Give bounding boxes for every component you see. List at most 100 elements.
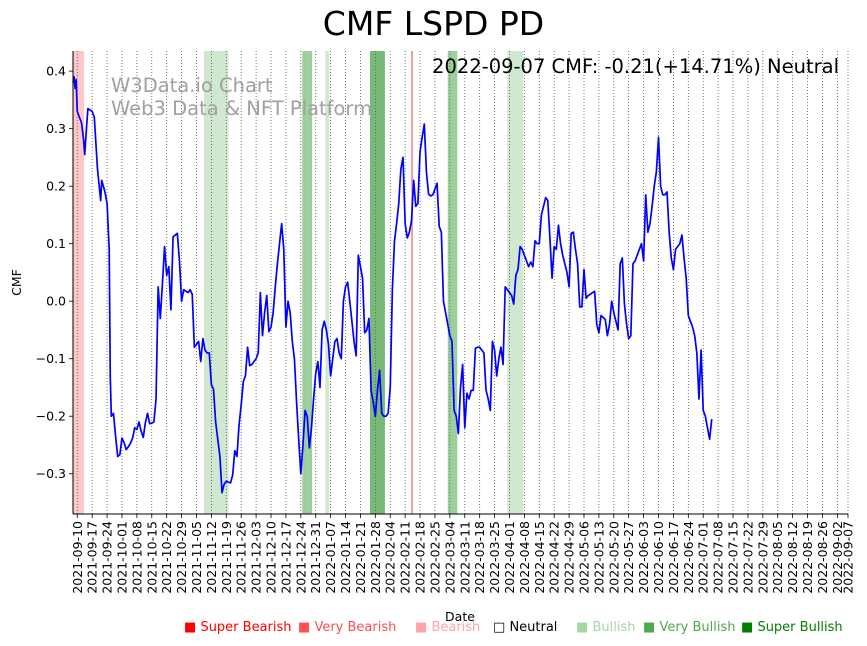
xtick-label-2022-01-28: 2022-01-28 bbox=[368, 521, 383, 594]
ytick-label-4: 0.1 bbox=[46, 236, 66, 251]
legend-marker-very-bullish: ■ bbox=[643, 620, 656, 635]
legend-marker-bullish: ■ bbox=[576, 620, 589, 635]
xtick-label-2022-08-05: 2022-08-05 bbox=[770, 521, 785, 594]
xtick-label-2021-12-31: 2021-12-31 bbox=[308, 521, 323, 594]
band-super-bullish-5 bbox=[370, 51, 385, 514]
xtick-label-2022-01-21: 2022-01-21 bbox=[353, 521, 368, 594]
xtick-label-2021-10-01: 2021-10-01 bbox=[114, 521, 129, 594]
xtick-label-2022-05-27: 2022-05-27 bbox=[621, 521, 636, 594]
y-ticks: −0.3 −0.2 −0.1 0.0 0.1 0.2 0.3 0.4 bbox=[36, 64, 73, 481]
legend-item-very-bearish: ■ Very Bearish bbox=[298, 620, 396, 635]
xtick-label-2022-03-04: 2022-03-04 bbox=[442, 521, 457, 594]
xtick-label-2021-09-17: 2021-09-17 bbox=[85, 521, 100, 594]
legend-label-super-bearish: Super Bearish bbox=[200, 620, 292, 635]
xtick-label-2022-04-29: 2022-04-29 bbox=[562, 521, 577, 594]
xtick-label-2021-12-03: 2021-12-03 bbox=[249, 521, 264, 594]
watermark-line-2: Web3 Data & NFT Platform bbox=[111, 97, 372, 120]
band-very-bearish-6 bbox=[411, 51, 413, 514]
xtick-label-2022-01-14: 2022-01-14 bbox=[338, 521, 353, 594]
xtick-label-2022-06-17: 2022-06-17 bbox=[666, 521, 681, 594]
legend-item-neutral: □ Neutral bbox=[493, 620, 557, 635]
xtick-label-2022-07-15: 2022-07-15 bbox=[726, 521, 741, 594]
legend: ■ Super Bearish ■ Very Bearish ■ Bearish… bbox=[0, 620, 867, 640]
xtick-label-2021-11-12: 2021-11-12 bbox=[204, 521, 219, 594]
xtick-label-2022-07-08: 2022-07-08 bbox=[711, 521, 726, 594]
xtick-label-2022-03-11: 2022-03-11 bbox=[457, 521, 472, 594]
xtick-label-2022-06-03: 2022-06-03 bbox=[636, 521, 651, 594]
legend-marker-super-bearish: ■ bbox=[184, 620, 197, 635]
axes bbox=[72, 51, 848, 515]
xtick-label-2021-11-05: 2021-11-05 bbox=[189, 521, 204, 594]
ytick-label-7: 0.4 bbox=[46, 64, 66, 79]
xtick-label-2022-05-13: 2022-05-13 bbox=[591, 521, 606, 594]
xtick-label-2021-09-10: 2021-09-10 bbox=[70, 521, 85, 594]
xtick-label-2021-12-17: 2021-12-17 bbox=[278, 521, 293, 594]
xtick-label-2021-12-10: 2021-12-10 bbox=[264, 521, 279, 594]
legend-item-bullish: ■ Bullish bbox=[576, 620, 635, 635]
cmf-line-layer bbox=[72, 76, 713, 494]
xtick-label-2022-02-18: 2022-02-18 bbox=[413, 521, 428, 594]
ytick-label-1: −0.2 bbox=[36, 409, 66, 424]
chart-texts: CMF Date 2022-09-07 CMF: -0.21(+14.71%) Ne… bbox=[9, 55, 839, 624]
xtick-label-2022-09-07: 2022-09-07 bbox=[841, 521, 856, 594]
legend-item-super-bullish: ■ Super Bullish bbox=[741, 620, 843, 635]
xtick-label-2022-09-02: 2022-09-02 bbox=[830, 521, 845, 594]
watermark-line-1: W3Data.io Chart bbox=[111, 74, 273, 97]
xtick-label-2022-02-25: 2022-02-25 bbox=[427, 521, 442, 594]
xtick-label-2022-08-19: 2022-08-19 bbox=[800, 521, 815, 594]
y-axis-label: CMF bbox=[9, 269, 24, 296]
xtick-label-2022-05-20: 2022-05-20 bbox=[606, 521, 621, 594]
ytick-label-3: 0.0 bbox=[46, 294, 66, 309]
legend-item-very-bullish: ■ Very Bullish bbox=[643, 620, 736, 635]
xtick-label-2021-09-24: 2021-09-24 bbox=[100, 521, 115, 594]
x-axis-label: Date bbox=[445, 609, 475, 624]
band-very-bullish-3 bbox=[307, 51, 313, 514]
band-very-bullish-2 bbox=[302, 51, 308, 514]
xtick-label-2022-03-25: 2022-03-25 bbox=[487, 521, 502, 594]
legend-label-very-bearish: Very Bearish bbox=[314, 620, 397, 635]
band-bullish-1 bbox=[203, 51, 229, 514]
xtick-label-2021-11-19: 2021-11-19 bbox=[219, 521, 234, 594]
xtick-label-2022-07-29: 2022-07-29 bbox=[755, 521, 770, 594]
legend-label-super-bullish: Super Bullish bbox=[757, 620, 843, 635]
legend-item-bearish: ■ Bearish bbox=[415, 620, 480, 635]
ytick-label-5: 0.2 bbox=[46, 179, 66, 194]
xtick-label-2022-04-22: 2022-04-22 bbox=[547, 521, 562, 594]
latest-value-annotation: 2022-09-07 CMF: -0.21(+14.71%) Neutral bbox=[432, 55, 839, 78]
xtick-label-2022-03-18: 2022-03-18 bbox=[472, 521, 487, 594]
legend-marker-very-bearish: ■ bbox=[298, 620, 311, 635]
ytick-label-0: −0.3 bbox=[36, 466, 66, 481]
xtick-label-2021-10-15: 2021-10-15 bbox=[144, 521, 159, 594]
legend-marker-super-bullish: ■ bbox=[741, 620, 754, 635]
xtick-label-2022-07-22: 2022-07-22 bbox=[740, 521, 755, 594]
band-bullish-4 bbox=[325, 51, 329, 514]
xtick-label-2022-08-12: 2022-08-12 bbox=[785, 521, 800, 594]
xtick-label-2021-11-26: 2021-11-26 bbox=[234, 521, 249, 594]
xtick-label-2021-10-22: 2021-10-22 bbox=[159, 521, 174, 594]
xtick-label-2022-04-01: 2022-04-01 bbox=[502, 521, 517, 594]
xtick-label-2022-08-26: 2022-08-26 bbox=[815, 521, 830, 594]
xtick-label-2022-04-08: 2022-04-08 bbox=[517, 521, 532, 594]
legend-item-super-bearish: ■ Super Bearish bbox=[184, 620, 292, 635]
legend-label-bullish: Bullish bbox=[592, 620, 636, 635]
cmf-series-line bbox=[72, 76, 713, 494]
x-ticks: 2021-09-10 2021-09-17 2021-09-24 2021-10-01… bbox=[70, 514, 856, 594]
xtick-label-2022-02-04: 2022-02-04 bbox=[383, 521, 398, 594]
xtick-label-2021-12-24: 2021-12-24 bbox=[293, 521, 308, 594]
ytick-label-2: −0.1 bbox=[36, 351, 66, 366]
legend-label-very-bullish: Very Bullish bbox=[659, 620, 736, 635]
xtick-label-2022-04-15: 2022-04-15 bbox=[532, 521, 547, 594]
legend-marker-bearish: ■ bbox=[415, 620, 428, 635]
xtick-label-2021-10-08: 2021-10-08 bbox=[129, 521, 144, 594]
xtick-label-2022-07-01: 2022-07-01 bbox=[696, 521, 711, 594]
xtick-label-2022-01-07: 2022-01-07 bbox=[323, 521, 338, 594]
band-very-bullish-7 bbox=[447, 51, 458, 514]
xtick-label-2022-05-06: 2022-05-06 bbox=[576, 521, 591, 594]
ytick-label-6: 0.3 bbox=[46, 121, 66, 136]
band-bearish-0 bbox=[73, 51, 85, 514]
date-gridlines bbox=[76, 51, 849, 514]
chart-title: CMF LSPD PD bbox=[322, 4, 545, 43]
xtick-label-2022-02-11: 2022-02-11 bbox=[398, 521, 413, 594]
legend-marker-neutral: □ bbox=[493, 620, 506, 635]
